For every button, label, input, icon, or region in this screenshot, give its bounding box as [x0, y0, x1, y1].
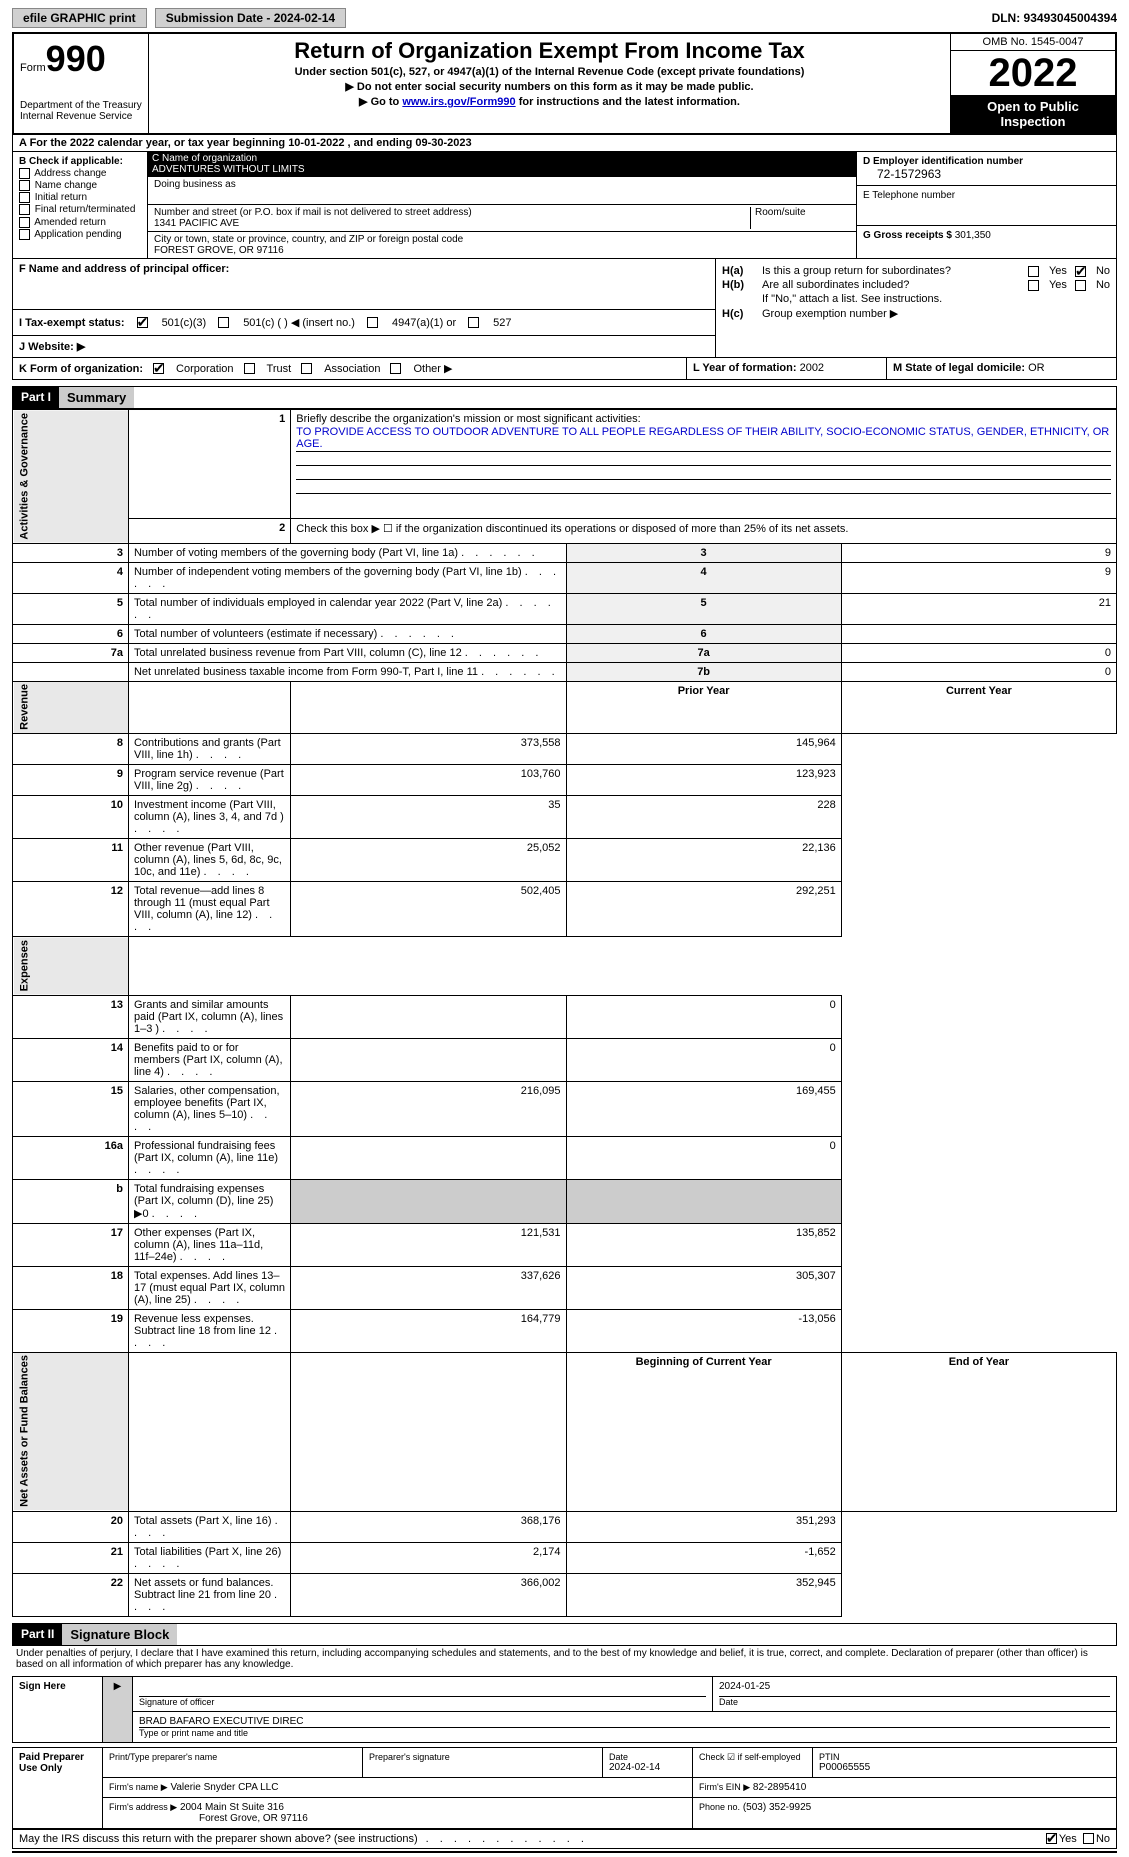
col-b: B Check if applicable: Address change Na…: [13, 152, 148, 258]
section-bcd: B Check if applicable: Address change Na…: [12, 152, 1117, 259]
summary-table: Activities & Governance 1 Briefly descri…: [12, 409, 1117, 1617]
subtitle: Under section 501(c), 527, or 4947(a)(1)…: [153, 66, 946, 78]
discuss-no[interactable]: [1083, 1833, 1094, 1844]
chk-501c[interactable]: [218, 317, 229, 328]
box-i: I Tax-exempt status: 501(c)(3) 501(c) ( …: [13, 309, 715, 335]
col-c: C Name of organization ADVENTURES WITHOU…: [148, 152, 856, 258]
open-public: Open to Public Inspection: [951, 95, 1115, 133]
hb-no[interactable]: [1075, 280, 1086, 291]
side-expenses: Expenses: [13, 937, 129, 995]
chk-final-return-terminated[interactable]: Final return/terminated: [19, 204, 141, 215]
chk-corp[interactable]: [153, 363, 164, 374]
ein: 72-1572963: [863, 167, 1110, 181]
footer: For Paperwork Reduction Act Notice, see …: [12, 1851, 1117, 1857]
data-row: 20Total assets (Part X, line 16) . . . .…: [13, 1511, 1117, 1542]
mission-text: TO PROVIDE ACCESS TO OUTDOOR ADVENTURE T…: [296, 425, 1111, 452]
firm-name: Valerie Snyder CPA LLC: [170, 1782, 278, 1793]
part1-header: Part I Summary: [12, 386, 1117, 409]
data-row: 16aProfessional fundraising fees (Part I…: [13, 1136, 1117, 1179]
irs-link[interactable]: www.irs.gov/Form990: [402, 96, 515, 108]
ha-yes[interactable]: [1028, 266, 1039, 277]
org-name: ADVENTURES WITHOUT LIMITS: [152, 164, 852, 175]
efile-btn[interactable]: efile GRAPHIC print: [12, 8, 147, 28]
title: Return of Organization Exempt From Incom…: [153, 38, 946, 64]
section-fghij: F Name and address of principal officer:…: [12, 259, 1117, 358]
data-row: 10Investment income (Part VIII, column (…: [13, 796, 1117, 839]
gov-row: 3Number of voting members of the governi…: [13, 543, 1117, 562]
sig-date: 2024-01-25: [719, 1681, 1110, 1697]
org-addr: 1341 PACIFIC AVE: [154, 218, 750, 229]
submission-btn[interactable]: Submission Date - 2024-02-14: [155, 8, 346, 28]
instr1: ▶ Do not enter social security numbers o…: [153, 80, 946, 93]
gov-row: 5Total number of individuals employed in…: [13, 593, 1117, 624]
arrow-icon: ▶: [103, 1676, 133, 1742]
part2-header: Part II Signature Block: [12, 1623, 1117, 1646]
box-j: J Website: ▶: [13, 335, 715, 357]
line-a: A For the 2022 calendar year, or tax yea…: [12, 135, 1117, 152]
instr2: ▶ Go to www.irs.gov/Form990 for instruct…: [153, 95, 946, 108]
data-row: 12Total revenue—add lines 8 through 11 (…: [13, 882, 1117, 937]
gov-row: Net unrelated business taxable income fr…: [13, 662, 1117, 681]
chk-other[interactable]: [390, 363, 401, 374]
chk-501c3[interactable]: [137, 317, 148, 328]
data-row: bTotal fundraising expenses (Part IX, co…: [13, 1179, 1117, 1223]
year: 2022: [951, 51, 1115, 95]
gov-row: 7aTotal unrelated business revenue from …: [13, 643, 1117, 662]
year-formation: 2002: [800, 362, 824, 374]
dln: DLN: 93493045004394: [992, 11, 1117, 25]
discuss-yes[interactable]: [1046, 1833, 1057, 1844]
hb-yes[interactable]: [1028, 280, 1039, 291]
col-d: D Employer identification number 72-1572…: [856, 152, 1116, 258]
org-city: FOREST GROVE, OR 97116: [154, 245, 850, 256]
gross-receipts: 301,350: [955, 230, 991, 241]
ptin: P00065555: [819, 1762, 1110, 1773]
data-row: 19Revenue less expenses. Subtract line 1…: [13, 1309, 1117, 1352]
box-h: H(a) Is this a group return for subordin…: [716, 259, 1116, 357]
chk-address-change[interactable]: Address change: [19, 168, 141, 179]
section-klm: K Form of organization: Corporation Trus…: [12, 358, 1117, 380]
firm-addr2: Forest Grove, OR 97116: [109, 1813, 308, 1824]
gov-row: 6Total number of volunteers (estimate if…: [13, 624, 1117, 643]
side-activities: Activities & Governance: [13, 410, 129, 544]
chk-initial-return[interactable]: Initial return: [19, 192, 141, 203]
dept: Department of the Treasury Internal Reve…: [20, 100, 142, 122]
data-row: 9Program service revenue (Part VIII, lin…: [13, 765, 1117, 796]
side-revenue: Revenue: [13, 681, 129, 734]
state-domicile: OR: [1028, 362, 1045, 374]
data-row: 15Salaries, other compensation, employee…: [13, 1081, 1117, 1136]
chk-527[interactable]: [468, 317, 479, 328]
chk-trust[interactable]: [244, 363, 255, 374]
data-row: 13Grants and similar amounts paid (Part …: [13, 995, 1117, 1038]
data-row: 17Other expenses (Part IX, column (A), l…: [13, 1223, 1117, 1266]
box-f: F Name and address of principal officer:: [13, 259, 715, 309]
data-row: 14Benefits paid to or for members (Part …: [13, 1038, 1117, 1081]
form-id: Form 990: [20, 38, 142, 80]
sig-declaration: Under penalties of perjury, I declare th…: [12, 1646, 1117, 1672]
firm-ein: 82-2895410: [753, 1782, 806, 1793]
omb: OMB No. 1545-0047: [951, 34, 1115, 51]
discuss-row: May the IRS discuss this return with the…: [12, 1829, 1117, 1849]
data-row: 22Net assets or fund balances. Subtract …: [13, 1573, 1117, 1616]
officer-name: BRAD BAFARO EXECUTIVE DIREC: [139, 1716, 1110, 1728]
chk-assoc[interactable]: [301, 363, 312, 374]
chk-4947[interactable]: [367, 317, 378, 328]
chk-amended-return[interactable]: Amended return: [19, 217, 141, 228]
firm-addr1: 2004 Main St Suite 316: [180, 1802, 284, 1813]
chk-application-pending[interactable]: Application pending: [19, 229, 141, 240]
sign-here-table: Sign Here ▶ Signature of officer 2024-01…: [12, 1676, 1117, 1743]
data-row: 11Other revenue (Part VIII, column (A), …: [13, 839, 1117, 882]
firm-phone: (503) 352-9925: [743, 1802, 811, 1813]
data-row: 18Total expenses. Add lines 13–17 (must …: [13, 1266, 1117, 1309]
prep-date: 2024-02-14: [609, 1762, 686, 1773]
data-row: 8Contributions and grants (Part VIII, li…: [13, 734, 1117, 765]
gov-row: 4Number of independent voting members of…: [13, 562, 1117, 593]
header: Form 990 Department of the Treasury Inte…: [12, 32, 1117, 135]
ha-no[interactable]: [1075, 266, 1086, 277]
data-row: 21Total liabilities (Part X, line 26) . …: [13, 1542, 1117, 1573]
side-netassets: Net Assets or Fund Balances: [13, 1352, 129, 1511]
paid-preparer-table: Paid Preparer Use Only Print/Type prepar…: [12, 1747, 1117, 1829]
top-bar: efile GRAPHIC print Submission Date - 20…: [12, 8, 1117, 28]
chk-name-change[interactable]: Name change: [19, 180, 141, 191]
